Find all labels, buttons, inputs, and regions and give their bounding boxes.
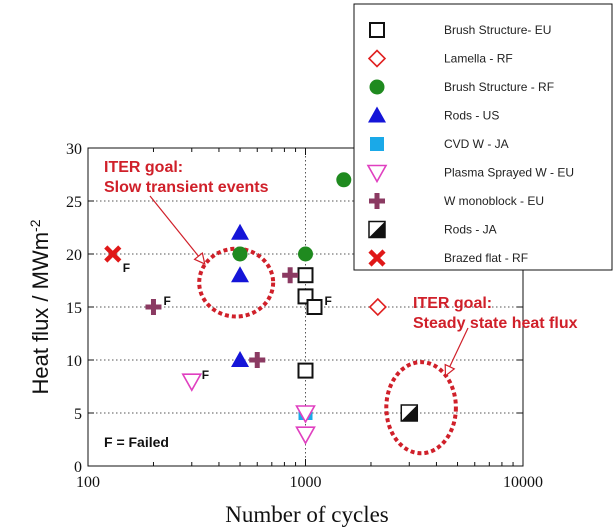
data-point xyxy=(232,246,248,262)
legend-marker xyxy=(370,137,384,151)
data-point xyxy=(336,172,352,188)
data-point xyxy=(181,373,203,392)
series-7 xyxy=(400,404,419,422)
legend-marker xyxy=(367,49,387,68)
annotation-arrowhead xyxy=(193,251,206,266)
annotation-arrowhead xyxy=(444,363,456,378)
series-6 xyxy=(145,267,299,368)
failed-flag: F xyxy=(325,294,332,308)
failed-flags: F F F F xyxy=(123,261,332,382)
annotation-ellipse xyxy=(384,360,458,456)
legend-entry: Rods - JA xyxy=(444,223,497,237)
annotation-label: ITER goal: xyxy=(104,159,183,176)
data-point xyxy=(282,267,299,284)
series-0 xyxy=(297,267,323,379)
legend-entry: Lamella - RF xyxy=(444,52,513,66)
failed-flag: F xyxy=(202,368,209,382)
y-tick-label: 5 xyxy=(74,406,82,423)
data-point-fill xyxy=(401,405,418,421)
y-axis-label-main: Heat flux / MWm xyxy=(28,232,53,395)
y-axis-label: Heat flux / MWm-2 xyxy=(27,219,53,394)
y-tick-label: 10 xyxy=(66,353,82,370)
failed-flag: F xyxy=(163,294,170,308)
legend-entry: Rods - US xyxy=(444,109,499,123)
legend-marker xyxy=(368,249,386,267)
legend-entry: Brush Structure - RF xyxy=(444,80,554,94)
legend-marker-fill xyxy=(369,221,385,238)
data-markers xyxy=(104,172,419,445)
data-point xyxy=(297,362,314,379)
legend-marker xyxy=(369,79,385,95)
failed-note: F = Failed xyxy=(104,434,169,450)
data-point xyxy=(231,223,250,240)
series-8 xyxy=(104,245,122,263)
legend-marker xyxy=(369,22,385,38)
data-point xyxy=(295,405,316,424)
legend-entry: Brush Structure- EU xyxy=(444,23,551,37)
annotation-arrow xyxy=(149,195,206,265)
x-axis-label: Number of cycles xyxy=(225,502,389,527)
legend-marker xyxy=(369,193,385,209)
x-axis-ticks: 100 1000 10000 xyxy=(76,148,543,491)
legend-entry: CVD W - JA xyxy=(444,137,509,151)
series-2 xyxy=(232,172,352,262)
y-tick-label: 20 xyxy=(66,247,82,264)
annotation-label: ITER goal: xyxy=(413,295,492,312)
y-tick-label: 25 xyxy=(66,194,82,211)
x-tick-label: 100 xyxy=(76,474,100,491)
series-5 xyxy=(181,373,316,445)
legend-entry: Plasma Sprayed W - EU xyxy=(444,166,574,180)
data-point xyxy=(297,267,314,284)
data-point xyxy=(306,299,323,315)
data-point xyxy=(368,297,387,317)
data-point xyxy=(249,352,266,368)
data-point xyxy=(145,299,162,315)
data-point xyxy=(231,266,250,283)
legend-entry: Brazed flat - RF xyxy=(444,251,528,265)
x-tick-label: 1000 xyxy=(290,474,322,491)
series-3 xyxy=(231,223,250,367)
legend-box xyxy=(353,3,613,271)
annotation-label: Slow transient events xyxy=(104,179,269,196)
legend: Brush Structure- EU Lamella - RF Brush Str… xyxy=(353,3,613,271)
annotation-ellipse xyxy=(197,246,276,319)
y-axis-label-sup: -2 xyxy=(27,219,43,232)
legend-marker xyxy=(368,106,386,123)
y-tick-label: 15 xyxy=(66,300,82,317)
legend-entry: W monoblock - EU xyxy=(444,194,544,208)
y-tick-label: 0 xyxy=(74,459,82,476)
series-1 xyxy=(368,297,387,317)
x-tick-label: 10000 xyxy=(503,474,543,491)
data-point xyxy=(231,351,250,367)
annotation-label: Steady state heat flux xyxy=(413,315,578,332)
data-point xyxy=(298,246,313,262)
failed-flag: F xyxy=(123,261,130,275)
legend-marker xyxy=(366,164,388,184)
data-point xyxy=(295,426,316,445)
data-point xyxy=(104,245,122,263)
annotations: ITER goal: Slow transient events ITER goal… xyxy=(104,159,578,456)
y-tick-label: 30 xyxy=(66,141,82,158)
